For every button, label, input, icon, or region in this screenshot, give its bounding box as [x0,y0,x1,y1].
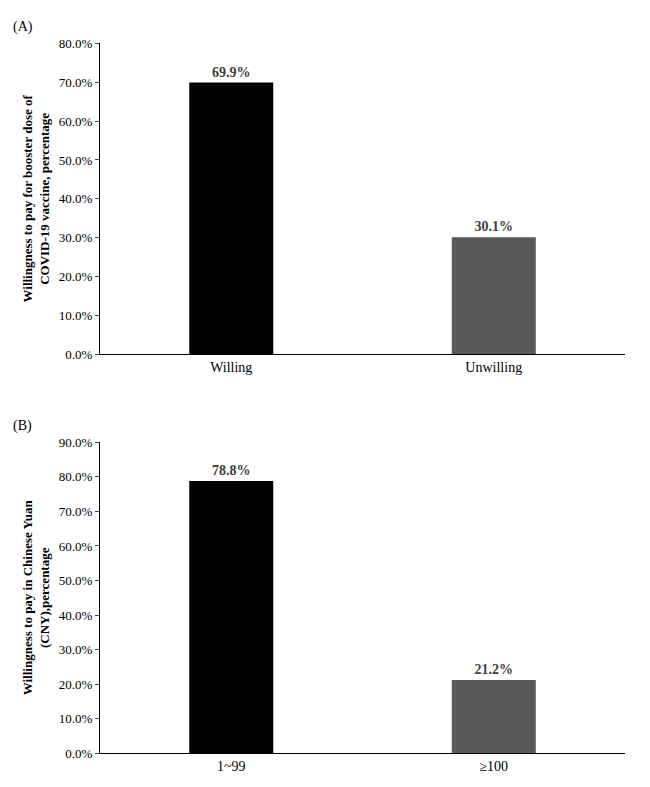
svg-text:69.9%: 69.9% [212,65,251,80]
svg-text:90.0%: 90.0% [59,435,93,450]
svg-text:0.0%: 0.0% [65,746,92,761]
svg-text:1~99: 1~99 [217,759,246,774]
svg-text:60.0%: 60.0% [59,538,93,553]
svg-text:≥100: ≥100 [479,759,508,774]
svg-text:70.0%: 70.0% [59,504,93,519]
svg-text:80.0%: 80.0% [59,36,93,51]
svg-text:Willingness to pay in Chinese: Willingness to pay in Chinese Yuan(CNY),… [20,500,52,696]
svg-text:30.0%: 30.0% [59,642,93,657]
svg-text:(B): (B) [13,418,32,434]
svg-text:21.2%: 21.2% [475,662,514,677]
svg-text:70.0%: 70.0% [59,75,93,90]
svg-text:Willing: Willing [210,360,252,375]
svg-text:40.0%: 40.0% [59,191,93,206]
svg-text:30.0%: 30.0% [59,230,93,245]
svg-text:(A): (A) [13,19,33,35]
svg-text:50.0%: 50.0% [59,573,93,588]
svg-text:Willingness to pay for booster: Willingness to pay for booster dose ofCO… [20,95,52,303]
svg-text:Unwilling: Unwilling [465,360,522,375]
svg-text:20.0%: 20.0% [59,269,93,284]
svg-text:80.0%: 80.0% [59,469,93,484]
svg-text:50.0%: 50.0% [59,153,93,168]
svg-text:20.0%: 20.0% [59,677,93,692]
svg-text:60.0%: 60.0% [59,114,93,129]
svg-text:78.8%: 78.8% [212,463,251,478]
svg-text:40.0%: 40.0% [59,608,93,623]
svg-text:30.1%: 30.1% [475,219,514,234]
svg-text:0.0%: 0.0% [65,347,92,362]
svg-text:10.0%: 10.0% [59,711,93,726]
svg-text:10.0%: 10.0% [59,308,93,323]
